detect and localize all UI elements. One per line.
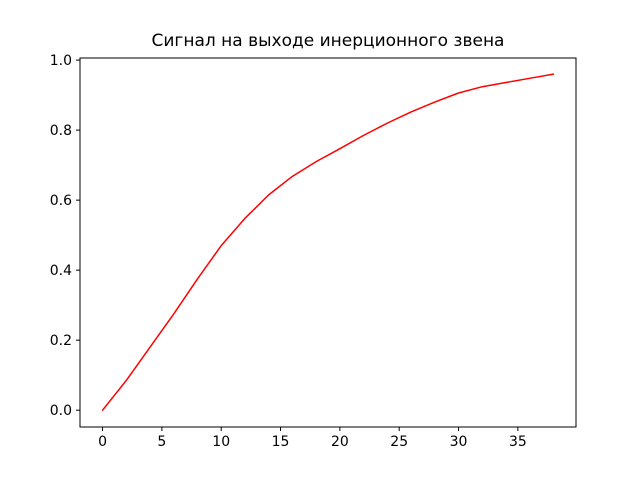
x-tick-label: 20 <box>331 434 349 450</box>
x-tick-label: 25 <box>390 434 408 450</box>
x-tick-label: 15 <box>272 434 290 450</box>
x-tick-label: 35 <box>509 434 527 450</box>
x-tick-label: 0 <box>98 434 107 450</box>
y-tick-label: 0.2 <box>50 333 72 349</box>
y-tick-label: 0.8 <box>50 123 72 139</box>
x-tick-label: 30 <box>450 434 468 450</box>
y-tick-label: 0.0 <box>50 403 72 419</box>
x-tick-label: 5 <box>157 434 166 450</box>
chart-title: Сигнал на выходе инерционного звена <box>151 31 505 51</box>
axes-frame <box>79 57 577 428</box>
y-tick-label: 0.4 <box>50 263 72 279</box>
x-tick-label: 10 <box>212 434 230 450</box>
y-tick-label: 0.6 <box>50 193 72 209</box>
series-line-output-signal <box>101 73 555 411</box>
y-tick-label: 1.0 <box>50 53 72 69</box>
